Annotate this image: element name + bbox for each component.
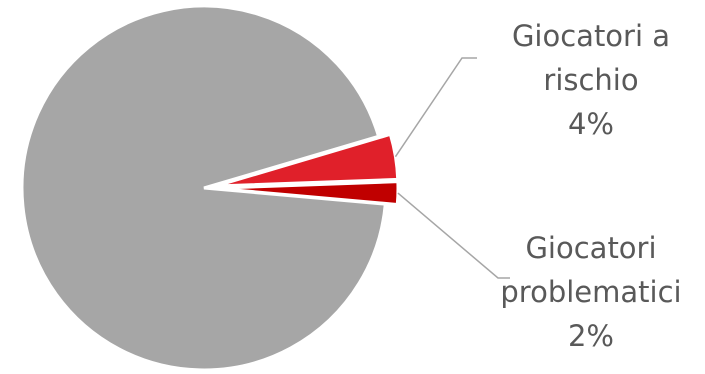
leader-line-at-risk bbox=[394, 57, 477, 158]
leader-line-problem bbox=[397, 192, 510, 279]
leader-lines bbox=[394, 57, 510, 279]
slice-label-name-line-1: Giocatori bbox=[525, 231, 657, 265]
slice-label-at-risk: Giocatori a rischio 4% bbox=[496, 14, 686, 146]
slice-label-problem: Giocatori problematici 2% bbox=[481, 226, 701, 358]
slice-label-name-line-2: rischio bbox=[543, 63, 639, 97]
pie-slice-at-risk bbox=[215, 132, 400, 188]
slice-label-name-line-1: Giocatori a bbox=[511, 19, 671, 53]
slice-label-value: 2% bbox=[567, 319, 614, 353]
slice-label-value: 4% bbox=[567, 107, 614, 141]
slice-label-name-line-2: problematici bbox=[500, 275, 682, 309]
pie-slice-gray bbox=[20, 4, 387, 372]
pie-slices bbox=[20, 4, 400, 372]
